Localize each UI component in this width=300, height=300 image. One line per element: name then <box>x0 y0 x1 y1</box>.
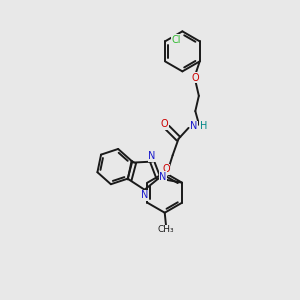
Text: H: H <box>200 122 207 131</box>
Text: N: N <box>141 190 148 200</box>
Text: CH₃: CH₃ <box>158 225 175 234</box>
Text: O: O <box>191 73 199 82</box>
Text: O: O <box>162 164 170 174</box>
Text: N: N <box>148 151 156 161</box>
Text: N: N <box>190 122 197 131</box>
Text: Cl: Cl <box>172 35 181 45</box>
Text: N: N <box>159 172 167 182</box>
Text: O: O <box>160 119 168 129</box>
